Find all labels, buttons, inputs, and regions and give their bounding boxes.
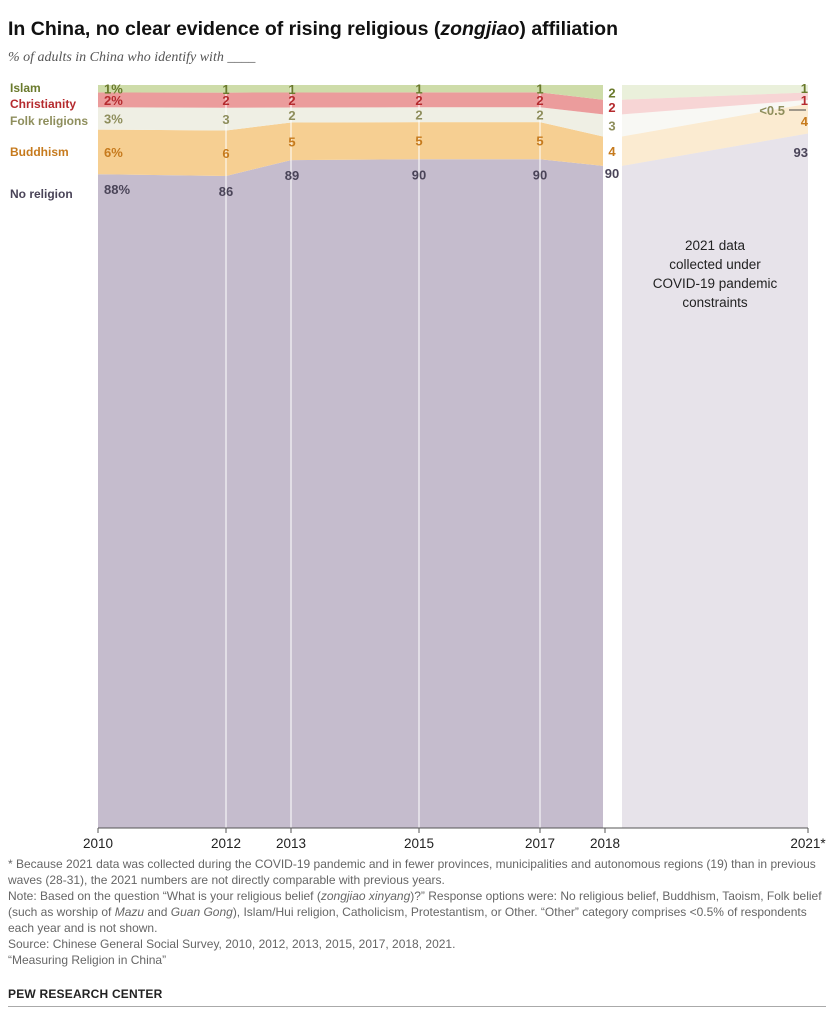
x-tick-label: 2017 [525, 836, 555, 850]
footnote-note: Note: Based on the question “What is you… [8, 889, 822, 935]
data-label-islam: 1 [536, 82, 543, 97]
data-label-buddhism: 4 [608, 144, 616, 159]
chart-subtitle: % of adults in China who identify with _… [8, 50, 256, 65]
legend-no-religion: No religion [10, 187, 73, 201]
data-label-islam: 1 [288, 82, 295, 97]
data-label-christianity: 2 [536, 93, 543, 108]
x-tick-label: 2012 [211, 836, 241, 850]
x-tick-label: 2013 [276, 836, 306, 850]
data-label-no-religion: 93 [794, 145, 808, 160]
annotation-line: collected under [669, 257, 761, 272]
legend-christianity: Christianity [10, 97, 76, 111]
footnote-report: “Measuring Religion in China” [8, 953, 167, 967]
area-buddhism [98, 122, 603, 176]
data-label-buddhism: 5 [415, 134, 422, 149]
x-tick-label: 2018 [590, 836, 620, 850]
footnote-source: Source: Chinese General Social Survey, 2… [8, 937, 456, 951]
legend-buddhism: Buddhism [10, 145, 69, 159]
data-label-no-religion: 89 [285, 168, 299, 183]
data-label-folk-religions: 2 [415, 108, 422, 123]
area-no-religion [98, 159, 603, 829]
stacked-area-chart: 2010 2012 2013 2015 2017 2018 2021* Islam Christ… [10, 81, 826, 850]
data-label-christianity: 2 [288, 93, 295, 108]
data-label-no-religion: 90 [605, 166, 619, 181]
data-label-islam: 1 [415, 82, 422, 97]
data-label-christianity: 2 [608, 100, 615, 115]
chart-title: In China, no clear evidence of rising re… [8, 18, 618, 40]
data-label-buddhism: 6 [222, 146, 229, 161]
annotation-line: constraints [682, 295, 748, 310]
data-label-christianity: 1 [801, 93, 808, 108]
x-tick-label: 2010 [83, 836, 113, 850]
data-label-islam: 1 [222, 82, 229, 97]
data-label-buddhism: 5 [288, 134, 295, 149]
data-label-buddhism: 6% [104, 145, 123, 160]
data-label-folk-religions: 3% [104, 111, 123, 126]
area-2021-christianity [622, 92, 808, 115]
data-label-christianity: 2% [104, 93, 123, 108]
data-label-no-religion: 90 [412, 167, 426, 182]
data-label-folk-religions: 2 [536, 108, 543, 123]
brand-label: PEW RESEARCH CENTER [8, 987, 163, 1001]
data-label-christianity: 2 [222, 93, 229, 108]
area-folk-religions [98, 107, 603, 137]
area-islam [98, 85, 603, 100]
data-label-no-religion: 88% [104, 182, 130, 197]
area-2021-folk-religions [622, 99, 808, 137]
data-label-buddhism: 5 [536, 134, 543, 149]
legend-islam: Islam [10, 81, 41, 95]
data-label-no-religion: 86 [219, 184, 233, 199]
data-label-islam: 2 [608, 85, 615, 100]
x-tick-label: 2015 [404, 836, 434, 850]
area-christianity [98, 92, 603, 115]
data-label-christianity: 2 [415, 93, 422, 108]
area-2021-islam [622, 85, 808, 100]
data-label-no-religion: 90 [533, 167, 547, 182]
data-label-islam: 1 [801, 81, 808, 96]
annotation-line: COVID-19 pandemic [653, 276, 778, 291]
x-tick-label: 2021* [790, 836, 826, 850]
data-label-folk-religions: 3 [222, 112, 229, 127]
data-label-folk-religions: <0.5 [759, 103, 785, 118]
data-label-islam: 1% [104, 82, 123, 97]
footnotes: * Because 2021 data was collected during… [8, 856, 830, 968]
footer-divider [8, 1006, 826, 1007]
data-label-folk-religions: 2 [288, 108, 295, 123]
area-2021-no-religion [622, 133, 808, 828]
area-2021-buddhism [622, 103, 808, 166]
legend-folk-religions: Folk religions [10, 114, 88, 128]
data-label-folk-religions: 3 [608, 118, 615, 133]
data-label-buddhism: 4 [801, 114, 809, 129]
annotation-line: 2021 data [685, 238, 746, 253]
footnote-covid: * Because 2021 data was collected during… [8, 857, 816, 887]
